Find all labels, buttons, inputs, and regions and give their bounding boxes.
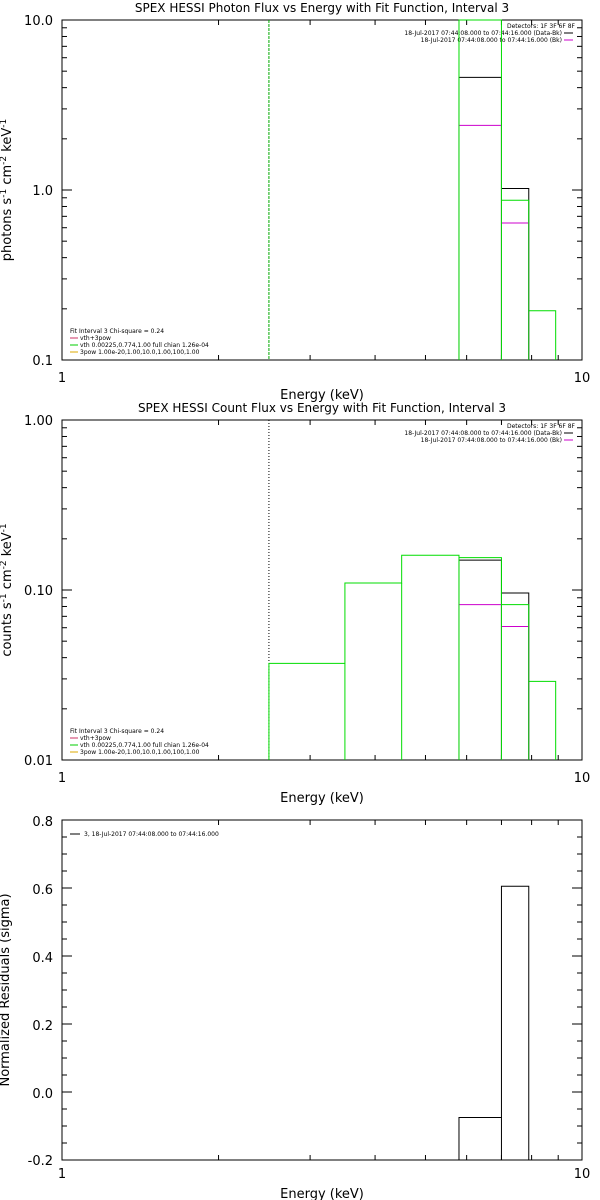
legend-entry: 3, 18-Jul-2017 07:44:08.000 to 07:44:16.… (84, 831, 219, 838)
histogram-series (458, 885, 530, 1160)
info-box: Detectors: 1F 3F 6F 8F 18-Jul-2017 07:44… (404, 23, 575, 44)
info-line: 18-Jul-2017 07:44:08.000 to 07:44:16.000… (404, 430, 562, 437)
histogram-series (458, 559, 530, 760)
histogram-series (458, 604, 530, 760)
y-tick-label: 10.0 (24, 14, 53, 29)
chart-title: SPEX HESSI Count Flux vs Energy with Fit… (138, 401, 506, 415)
residuals-chart: Energy (keV) Normalized Residuals (sigma… (0, 815, 590, 1200)
y-tick-label: 0.8 (32, 815, 53, 830)
legend-entry: 3pow 1.00e-20,1.00,10.0,1.00,100,1.00 (80, 749, 200, 756)
legend-entry: 3pow 1.00e-20,1.00,10.0,1.00,100,1.00 (80, 349, 200, 356)
info-box: Detectors: 1F 3F 6F 8F 18-Jul-2017 07:44… (404, 423, 575, 444)
plot-frame (61, 19, 583, 361)
legend-entry: vth 0.00225,0.774,1.00 full chian 1.26e-… (80, 742, 209, 749)
y-axis-label: Normalized Residuals (sigma) (0, 893, 13, 1086)
plot-frame (61, 819, 583, 1161)
legend-entry: Fit Interval 3 Chi-square = 0.24 (70, 728, 164, 735)
x-tick-label: 10 (574, 371, 591, 386)
legend-entry: Fit Interval 3 Chi-square = 0.24 (70, 328, 164, 335)
histogram-series (458, 76, 530, 360)
histogram-series (458, 19, 557, 360)
chart-title: SPEX HESSI Photon Flux vs Energy with Fi… (135, 1, 509, 15)
x-tick-label: 10 (574, 1167, 591, 1182)
x-axis-label: Energy (keV) (280, 791, 364, 806)
x-axis-label: Energy (keV) (280, 388, 364, 403)
count-flux-chart: SPEX HESSI Count Flux vs Energy with Fit… (0, 401, 590, 806)
x-tick-label: 1 (58, 371, 66, 386)
tick-labels: 1 10 0.01 0.10 1.00 (24, 414, 590, 786)
legend-entry: vth+3pow (80, 735, 111, 742)
y-tick-label: 0.6 (32, 883, 53, 898)
y-tick-label: 0.4 (32, 951, 53, 966)
y-tick-label: 0.0 (32, 1087, 53, 1102)
legend: 3, 18-Jul-2017 07:44:08.000 to 07:44:16.… (70, 831, 219, 838)
y-axis-label: photons s-1 cm-2 keV-1 (0, 119, 15, 261)
x-axis-label: Energy (keV) (280, 1187, 364, 1200)
y-tick-label: -0.2 (28, 1154, 53, 1169)
info-line: Detectors: 1F 3F 6F 8F (507, 423, 576, 430)
y-tick-label: 0.10 (24, 584, 53, 599)
y-tick-label: 1.00 (24, 414, 53, 429)
info-line: 18-Jul-2017 07:44:08.000 to 07:44:16.000… (421, 437, 562, 444)
tick-labels: 1 10 0.1 1.0 10.0 (24, 14, 590, 386)
legend: Fit Interval 3 Chi-square = 0.24 vth+3po… (70, 328, 209, 356)
info-line: Detectors: 1F 3F 6F 8F (507, 23, 576, 30)
legend-entry: vth 0.00225,0.774,1.00 full chian 1.26e-… (80, 342, 209, 349)
photon-flux-chart: SPEX HESSI Photon Flux vs Energy with Fi… (0, 1, 590, 403)
legend-entry: vth+3pow (80, 335, 111, 342)
y-tick-label: 0.01 (24, 754, 53, 769)
plot-frame (61, 419, 583, 761)
legend: Fit Interval 3 Chi-square = 0.24 vth+3po… (70, 728, 209, 756)
x-tick-label: 1 (58, 771, 66, 786)
y-tick-label: 0.2 (32, 1019, 53, 1034)
tick-labels: 1 10 -0.2 0.0 0.2 0.4 0.6 0.8 (28, 815, 591, 1182)
x-tick-label: 10 (574, 771, 591, 786)
histogram-series (458, 124, 530, 360)
y-tick-label: 1.0 (32, 184, 53, 199)
histogram-series (268, 554, 557, 760)
info-line: 18-Jul-2017 07:44:08.000 to 07:44:16.000… (421, 37, 562, 44)
x-tick-label: 1 (58, 1167, 66, 1182)
info-line: 18-Jul-2017 07:44:08.000 to 07:44:16.000… (404, 30, 562, 37)
y-tick-label: 0.1 (32, 354, 53, 369)
y-axis-label: counts s-1 cm-2 keV-1 (0, 523, 15, 656)
